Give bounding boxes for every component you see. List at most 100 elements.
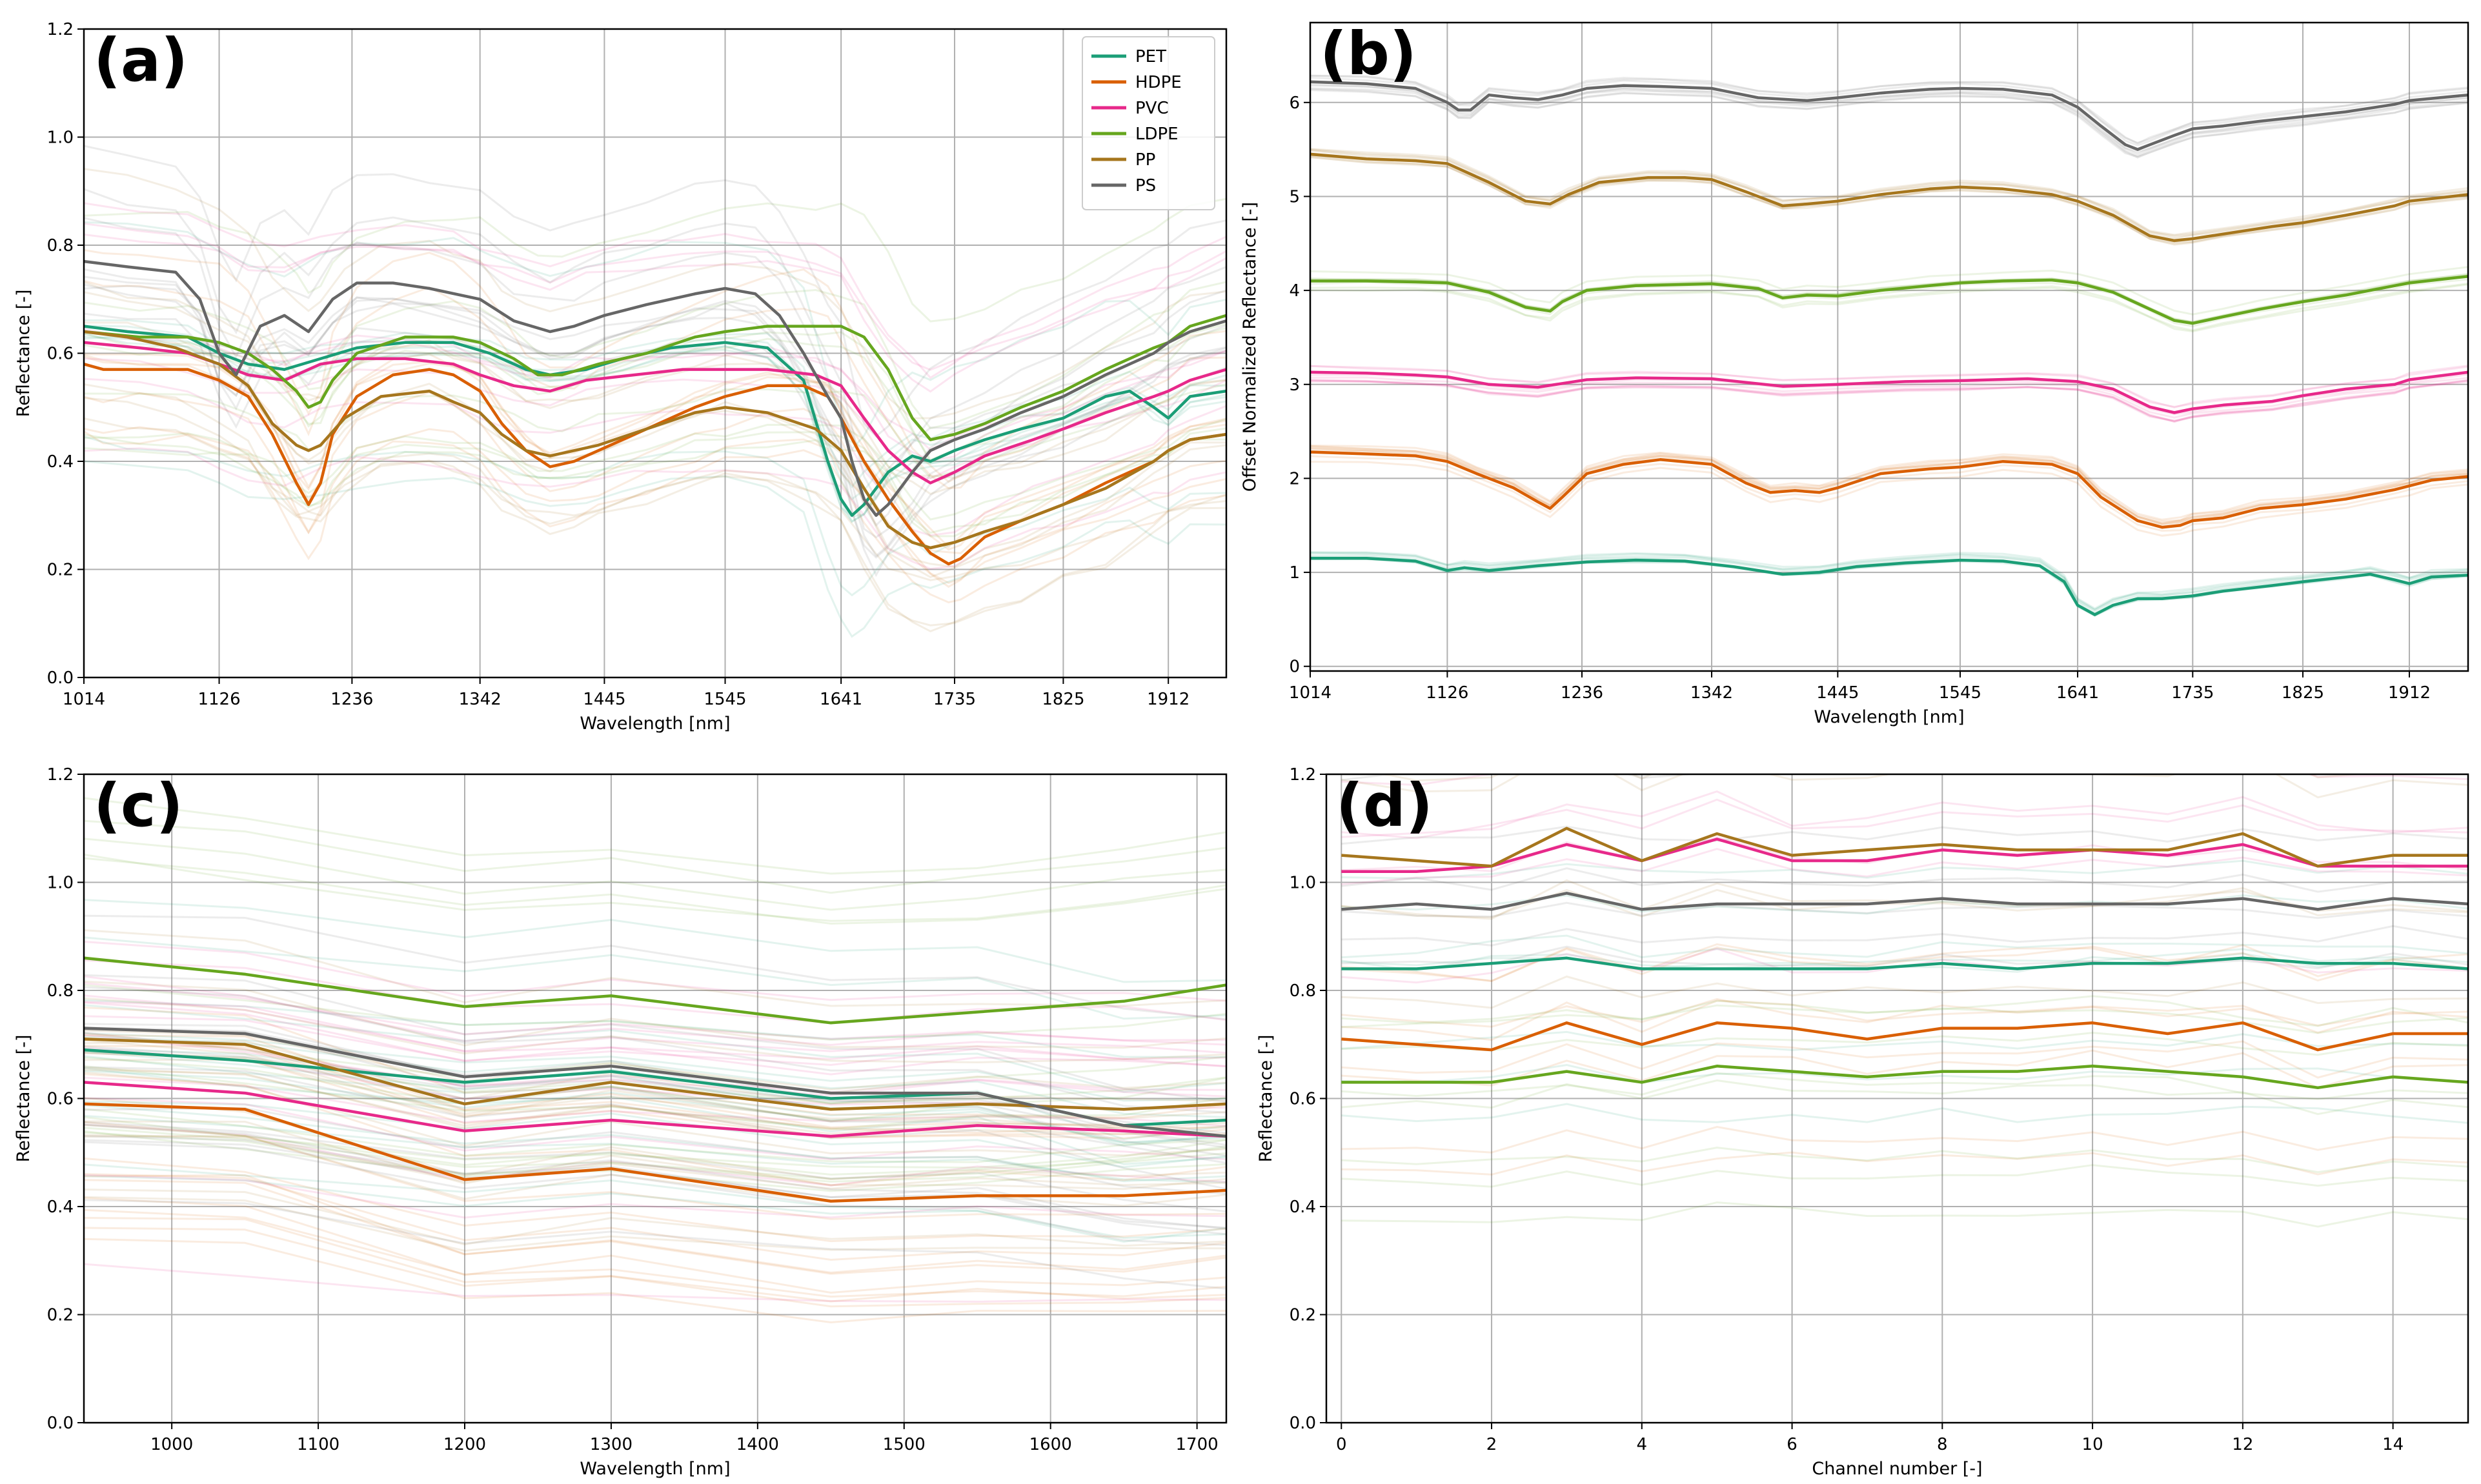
x-tick-label: 1912	[2388, 683, 2431, 703]
series-line-pet	[1341, 956, 2468, 970]
x-tick-label: 1014	[63, 690, 105, 709]
background-spectrum	[84, 1123, 1226, 1187]
background-spectrum	[84, 1197, 1226, 1294]
background-spectrum	[84, 383, 1226, 479]
panel-label: (a)	[94, 26, 188, 95]
background-spectrum	[84, 281, 1226, 430]
y-tick-label: 0.8	[47, 236, 74, 256]
series-line-pp	[84, 330, 1226, 550]
background-spectrum	[1310, 551, 2468, 610]
series-line-pp	[1310, 152, 2468, 243]
background-spectrum	[84, 819, 1226, 894]
x-tick-label: 1342	[459, 690, 501, 709]
background-spectrum	[84, 1004, 1226, 1093]
x-tick-label: 1014	[1289, 683, 1332, 703]
background-spectrum	[84, 1116, 1226, 1169]
legend-label: LDPE	[1135, 125, 1179, 144]
background-spectrum	[1341, 1164, 2468, 1188]
background-spectrum	[84, 1045, 1226, 1134]
background-spectrum	[84, 325, 1226, 462]
background-spectrum	[84, 330, 1226, 579]
x-tick-label: 1600	[1029, 1435, 1072, 1454]
series-lines	[1310, 80, 2468, 616]
background-spectrum	[84, 1173, 1226, 1261]
x-tick-label: 1700	[1176, 1435, 1219, 1454]
background-spectrum	[84, 283, 1226, 539]
series-line-hdpe	[1341, 1021, 2468, 1052]
background-spectrum	[84, 438, 1226, 534]
y-tick-label: 0.8	[1290, 981, 1316, 1001]
background-spectrum	[84, 321, 1226, 568]
background-spectrum	[1310, 88, 2468, 158]
background-spectrum	[1310, 551, 2468, 612]
background-spectrum	[1310, 148, 2468, 238]
background-spectrum	[1310, 365, 2468, 409]
background-spectrum	[1341, 774, 2468, 799]
background-spectrum	[84, 1163, 1226, 1243]
background-spectrum	[1310, 447, 2468, 524]
x-tick-label: 1200	[443, 1435, 486, 1454]
series-line-pvc	[84, 1081, 1226, 1138]
x-tick-label: 1912	[1147, 690, 1190, 709]
background-spectrum	[1341, 1072, 2468, 1101]
x-tick-label: 1500	[883, 1435, 926, 1454]
background-spectrum	[1310, 156, 2468, 245]
background-spectrum	[84, 1065, 1226, 1130]
background-spectrum	[84, 797, 1226, 875]
background-spectrum	[84, 383, 1226, 633]
background-spectrum	[84, 1127, 1226, 1180]
background-spectrum	[1310, 461, 2468, 537]
x-tick-label: 8	[1937, 1435, 1948, 1454]
x-tick-label: 1545	[1939, 683, 1981, 703]
background-spectrum	[1310, 379, 2468, 422]
background-spectrum	[84, 914, 1226, 1021]
background-spectrum	[84, 941, 1226, 1002]
background-spectrum	[1341, 945, 2468, 970]
legend-box	[1082, 36, 1215, 210]
background-spectrum	[1341, 998, 2468, 1028]
series-line-ps	[1341, 892, 2468, 911]
background-spectrum	[1341, 975, 2468, 1009]
background-spectrum	[84, 1073, 1226, 1187]
x-tick-label: 4	[1637, 1435, 1648, 1454]
y-axis-label: Reflectance [-]	[14, 1035, 34, 1163]
background-spectrum	[1310, 365, 2468, 408]
background-spectrum	[1341, 848, 2468, 886]
background-spectrum	[84, 285, 1226, 486]
series-line-ldpe	[1341, 1065, 2468, 1090]
background-spectrum	[1310, 448, 2468, 525]
x-tick-label: 1825	[1042, 690, 1084, 709]
y-tick-label: 0.2	[47, 1306, 74, 1325]
y-tick-label: 0.6	[47, 1090, 74, 1109]
series-line-pvc	[84, 341, 1226, 485]
panel-b: 1014 1126 1236 1342 1445 1545 1641 1735 1825 1912…	[1240, 19, 2469, 727]
series-line-hdpe	[84, 1102, 1226, 1203]
y-tick-label: 0.4	[47, 452, 74, 472]
y-tick-label: 0.8	[47, 981, 74, 1001]
background-spectrum	[84, 1067, 1226, 1165]
background-spectrum	[1341, 948, 2468, 972]
background-spectrum	[1310, 554, 2468, 614]
background-spectrum	[84, 168, 1226, 419]
background-spectrum	[1310, 445, 2468, 523]
background-spectrum	[84, 1001, 1226, 1076]
x-tick-label: 10	[2082, 1435, 2103, 1454]
background-spectrum	[1310, 156, 2468, 246]
y-tick-label: 1	[1289, 563, 1300, 583]
background-spectrum	[1341, 1049, 2468, 1089]
y-tick-label: 0	[1289, 657, 1300, 677]
background-spectrum	[84, 1263, 1226, 1303]
background-spectrum	[1310, 74, 2468, 144]
background-spectrum	[1310, 455, 2468, 532]
background-spectrum	[84, 279, 1226, 490]
background-spectrum	[1310, 283, 2468, 332]
axes-frame	[1309, 21, 2469, 672]
background-spectrum	[84, 1121, 1226, 1220]
x-tick-label: 1641	[2056, 683, 2099, 703]
series-line-ps	[1310, 80, 2468, 151]
background-spectrum	[84, 268, 1226, 577]
background-spectrum	[1310, 148, 2468, 237]
x-tick-label: 1236	[1561, 683, 1603, 703]
background-spectrum	[84, 249, 1226, 483]
background-spectrum	[84, 1037, 1226, 1139]
